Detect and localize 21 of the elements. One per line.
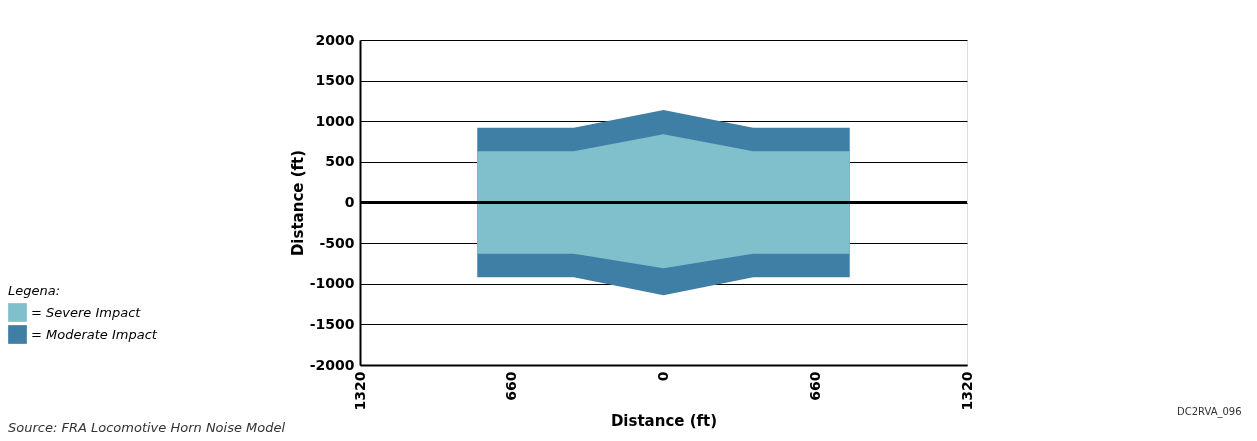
source-note: Source: FRA Locomotive Horn Noise Model (8, 420, 286, 435)
y-tick-label: -1000 (309, 275, 355, 292)
y-tick-label: -500 (319, 234, 355, 251)
x-tick-label: 660 (806, 371, 823, 401)
legend-label: = Moderate Impact (31, 326, 158, 342)
y-tick-label: 500 (325, 153, 355, 170)
y-tick-label: 2000 (315, 31, 355, 48)
x-tick-label: 1320 (351, 371, 368, 411)
y-tick-label: -2000 (309, 356, 355, 373)
text: DC2RVA_096 (1177, 406, 1242, 418)
y-tick-label: 0 (344, 194, 355, 210)
x-tick-label: 1320 (958, 371, 975, 411)
x-tick-label: 660 (503, 371, 520, 401)
legend-title: Legena: (8, 283, 61, 298)
x-tick-label: 0 (655, 371, 671, 382)
legend-label: = Severe Impact (31, 304, 142, 320)
x-axis-title: Distance (ft) (610, 412, 718, 431)
y-axis-title: Distance (ft) (288, 149, 307, 257)
y-tick-label: 1500 (315, 72, 355, 89)
y-tick-label: 1000 (315, 112, 355, 129)
y-tick-label: -1500 (309, 315, 355, 332)
